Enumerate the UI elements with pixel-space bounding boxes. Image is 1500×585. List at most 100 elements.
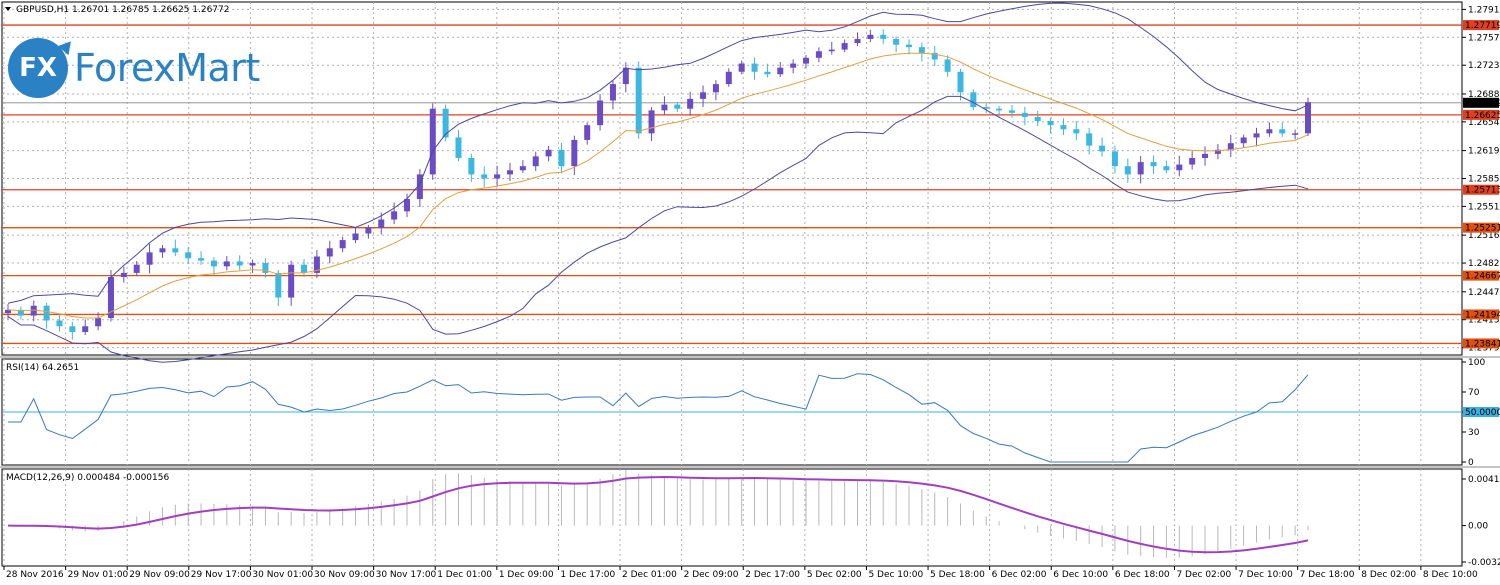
time-axis-label: 6 Dec 10:00 xyxy=(1053,570,1108,580)
candle-body xyxy=(301,264,308,273)
candle-body xyxy=(635,67,642,134)
candle-body xyxy=(468,157,475,175)
candle-body xyxy=(365,227,372,234)
candle-body xyxy=(69,326,76,333)
candle-body xyxy=(558,149,565,167)
candle-body xyxy=(725,71,732,85)
candle-body xyxy=(494,174,501,179)
time-axis-label: 1 Dec 17:00 xyxy=(560,570,615,580)
candle-body xyxy=(133,264,140,273)
candle-body xyxy=(1214,149,1221,154)
candle-body xyxy=(996,108,1003,111)
time-axis-label: 7 Dec 18:00 xyxy=(1300,570,1355,580)
time-axis-label: 29 Nov 01:00 xyxy=(68,570,129,580)
candle-body xyxy=(854,38,861,44)
time-axis-label: 30 Nov 09:00 xyxy=(314,570,375,580)
candle-body xyxy=(404,199,411,212)
forexmart-logo: FX ForexMart xyxy=(8,36,260,100)
price-level-label: 1.23841 xyxy=(1465,339,1500,349)
candle-body xyxy=(1086,133,1093,146)
macd-signal-line xyxy=(7,475,1309,554)
candle-body xyxy=(1305,102,1311,134)
rsi-level-tag xyxy=(1463,407,1499,417)
candle-body xyxy=(867,34,874,39)
rsi-label: RSI(14) 64.2651 xyxy=(6,363,79,373)
macd-tick-label: -0.003269 xyxy=(1468,558,1500,568)
candle-body xyxy=(313,256,320,273)
candle-body xyxy=(880,34,887,39)
candle-body xyxy=(1176,164,1183,171)
candle-body xyxy=(1073,129,1080,134)
rsi-tick-label: 70 xyxy=(1468,388,1480,398)
candle-body xyxy=(1189,157,1196,165)
rsi-tick-label: 100 xyxy=(1468,358,1485,368)
price-tick-label: 1.25160 xyxy=(1468,231,1500,241)
candle-body xyxy=(1292,133,1299,135)
candle-body xyxy=(1099,145,1106,152)
time-axis-label: 8 Dec 02:00 xyxy=(1361,570,1416,580)
candle-body xyxy=(790,63,797,68)
price-level-label: 1.25251 xyxy=(1465,224,1500,234)
candle-body xyxy=(983,107,990,109)
candle-body xyxy=(288,264,295,298)
candle-body xyxy=(661,104,668,111)
candle-body xyxy=(107,277,114,319)
candle-body xyxy=(326,248,333,257)
time-axis-label: 29 Nov 17:00 xyxy=(191,570,252,580)
candle-body xyxy=(970,92,977,108)
macd-panel xyxy=(1,468,1463,567)
candle-body xyxy=(687,98,694,109)
logo-icon-text: FX xyxy=(19,53,57,83)
rsi-line xyxy=(8,373,1309,463)
candle-body xyxy=(532,156,539,167)
time-axis-label: 30 Nov 17:00 xyxy=(376,570,437,580)
time-axis-label: 1 Dec 09:00 xyxy=(499,570,554,580)
candle-body xyxy=(429,108,436,175)
candle-body xyxy=(828,49,835,52)
candle-body xyxy=(223,261,230,267)
moving-average xyxy=(7,52,1309,319)
time-axis-label: 28 Nov 2016 xyxy=(6,570,64,580)
candle-body xyxy=(584,125,591,140)
candle-body xyxy=(519,166,526,171)
candle-body xyxy=(622,67,629,85)
candle-body xyxy=(905,44,912,48)
candle-body xyxy=(764,71,771,75)
candle-body xyxy=(1253,133,1260,138)
price-tick-label: 1.23790 xyxy=(1468,344,1500,354)
candle-body xyxy=(1202,153,1209,158)
candle-body xyxy=(893,38,900,45)
candle-body xyxy=(1266,129,1273,134)
time-axis-label: 30 Nov 01:00 xyxy=(252,570,313,580)
candle-body xyxy=(751,63,758,72)
candle-body xyxy=(30,305,37,316)
candle-body xyxy=(803,57,810,64)
time-axis-label: 2 Dec 01:00 xyxy=(622,570,677,580)
candle-body xyxy=(352,233,359,241)
rsi-tick-label: 30 xyxy=(1468,428,1480,438)
candle-body xyxy=(931,52,938,60)
price-tick-label: 1.25850 xyxy=(1468,175,1500,185)
candle-body xyxy=(82,326,89,333)
candle-body xyxy=(262,263,269,273)
candle-body xyxy=(172,248,179,253)
candle-body xyxy=(1279,129,1286,134)
candle-body xyxy=(1124,166,1131,175)
price-level-tag xyxy=(1463,184,1499,195)
candle-body xyxy=(712,84,719,93)
candle-body xyxy=(339,240,346,249)
candle-body xyxy=(545,149,552,157)
candle-body xyxy=(236,261,243,266)
candle-body xyxy=(1227,143,1234,150)
price-level-tag xyxy=(1463,20,1499,31)
candle-body xyxy=(378,219,385,228)
price-level-label: 1.24667 xyxy=(1465,272,1500,282)
rsi-tick-label: 0 xyxy=(1468,458,1474,468)
bollinger-upper xyxy=(7,2,1309,304)
candle-body xyxy=(43,305,50,321)
price-level-tag xyxy=(1463,222,1499,233)
candle-body xyxy=(777,67,784,75)
time-axis-label: 6 Dec 18:00 xyxy=(1115,570,1170,580)
candle-body xyxy=(506,170,513,175)
grid xyxy=(2,2,1462,566)
